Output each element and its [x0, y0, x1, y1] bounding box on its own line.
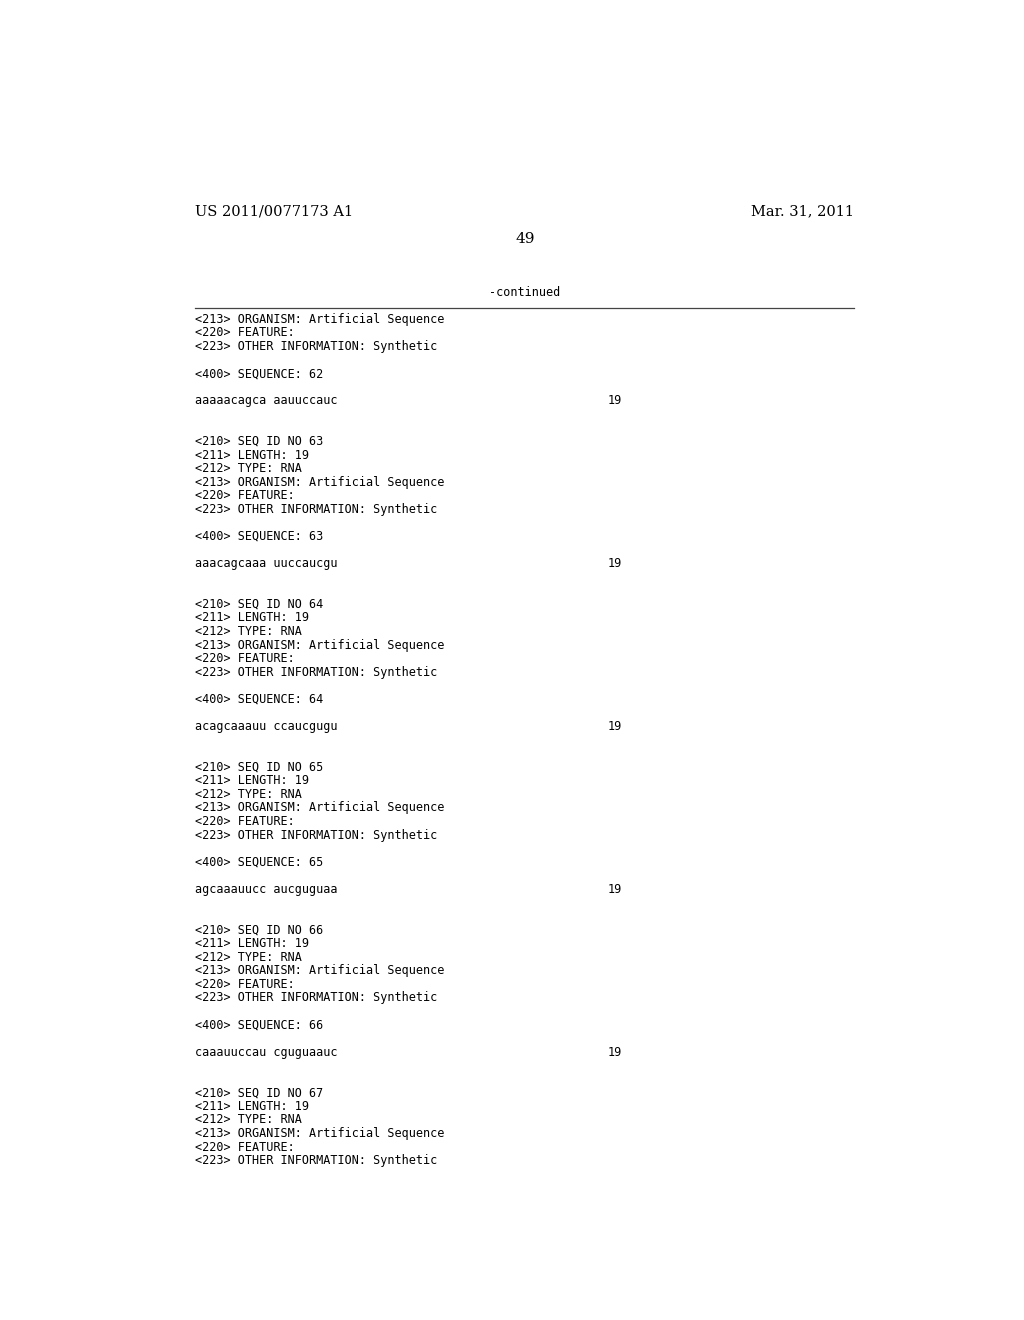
Text: 19: 19	[608, 395, 623, 408]
Text: <211> LENGTH: 19: <211> LENGTH: 19	[196, 611, 309, 624]
Text: <211> LENGTH: 19: <211> LENGTH: 19	[196, 449, 309, 462]
Text: <223> OTHER INFORMATION: Synthetic: <223> OTHER INFORMATION: Synthetic	[196, 341, 437, 352]
Text: <212> TYPE: RNA: <212> TYPE: RNA	[196, 624, 302, 638]
Text: <400> SEQUENCE: 64: <400> SEQUENCE: 64	[196, 693, 324, 706]
Text: <223> OTHER INFORMATION: Synthetic: <223> OTHER INFORMATION: Synthetic	[196, 1154, 437, 1167]
Text: <210> SEQ ID NO 67: <210> SEQ ID NO 67	[196, 1086, 324, 1100]
Text: 19: 19	[608, 883, 623, 896]
Text: <213> ORGANISM: Artificial Sequence: <213> ORGANISM: Artificial Sequence	[196, 1127, 444, 1140]
Text: <220> FEATURE:: <220> FEATURE:	[196, 814, 295, 828]
Text: aaaaacagca aauuccauc: aaaaacagca aauuccauc	[196, 395, 338, 408]
Text: <223> OTHER INFORMATION: Synthetic: <223> OTHER INFORMATION: Synthetic	[196, 503, 437, 516]
Text: <213> ORGANISM: Artificial Sequence: <213> ORGANISM: Artificial Sequence	[196, 964, 444, 977]
Text: <212> TYPE: RNA: <212> TYPE: RNA	[196, 950, 302, 964]
Text: <220> FEATURE:: <220> FEATURE:	[196, 326, 295, 339]
Text: aaacagcaaa uuccaucgu: aaacagcaaa uuccaucgu	[196, 557, 338, 570]
Text: 19: 19	[608, 1045, 623, 1059]
Text: <220> FEATURE:: <220> FEATURE:	[196, 490, 295, 503]
Text: <213> ORGANISM: Artificial Sequence: <213> ORGANISM: Artificial Sequence	[196, 639, 444, 652]
Text: <210> SEQ ID NO 65: <210> SEQ ID NO 65	[196, 760, 324, 774]
Text: 19: 19	[608, 557, 623, 570]
Text: <220> FEATURE:: <220> FEATURE:	[196, 978, 295, 991]
Text: acagcaaauu ccaucgugu: acagcaaauu ccaucgugu	[196, 719, 338, 733]
Text: 49: 49	[515, 231, 535, 246]
Text: agcaaauucc aucguguaa: agcaaauucc aucguguaa	[196, 883, 338, 896]
Text: <212> TYPE: RNA: <212> TYPE: RNA	[196, 462, 302, 475]
Text: <400> SEQUENCE: 65: <400> SEQUENCE: 65	[196, 855, 324, 869]
Text: <210> SEQ ID NO 64: <210> SEQ ID NO 64	[196, 598, 324, 611]
Text: <212> TYPE: RNA: <212> TYPE: RNA	[196, 1114, 302, 1126]
Text: <213> ORGANISM: Artificial Sequence: <213> ORGANISM: Artificial Sequence	[196, 313, 444, 326]
Text: <223> OTHER INFORMATION: Synthetic: <223> OTHER INFORMATION: Synthetic	[196, 829, 437, 842]
Text: <223> OTHER INFORMATION: Synthetic: <223> OTHER INFORMATION: Synthetic	[196, 991, 437, 1005]
Text: <400> SEQUENCE: 63: <400> SEQUENCE: 63	[196, 531, 324, 543]
Text: <400> SEQUENCE: 66: <400> SEQUENCE: 66	[196, 1019, 324, 1031]
Text: 19: 19	[608, 719, 623, 733]
Text: US 2011/0077173 A1: US 2011/0077173 A1	[196, 205, 353, 218]
Text: <211> LENGTH: 19: <211> LENGTH: 19	[196, 937, 309, 950]
Text: <213> ORGANISM: Artificial Sequence: <213> ORGANISM: Artificial Sequence	[196, 475, 444, 488]
Text: caaauuccau cguguaauc: caaauuccau cguguaauc	[196, 1045, 338, 1059]
Text: Mar. 31, 2011: Mar. 31, 2011	[752, 205, 854, 218]
Text: <220> FEATURE:: <220> FEATURE:	[196, 1140, 295, 1154]
Text: <211> LENGTH: 19: <211> LENGTH: 19	[196, 1100, 309, 1113]
Text: <220> FEATURE:: <220> FEATURE:	[196, 652, 295, 665]
Text: <400> SEQUENCE: 62: <400> SEQUENCE: 62	[196, 367, 324, 380]
Text: <223> OTHER INFORMATION: Synthetic: <223> OTHER INFORMATION: Synthetic	[196, 665, 437, 678]
Text: <210> SEQ ID NO 63: <210> SEQ ID NO 63	[196, 436, 324, 447]
Text: <210> SEQ ID NO 66: <210> SEQ ID NO 66	[196, 924, 324, 936]
Text: <213> ORGANISM: Artificial Sequence: <213> ORGANISM: Artificial Sequence	[196, 801, 444, 814]
Text: -continued: -continued	[489, 286, 560, 300]
Text: <211> LENGTH: 19: <211> LENGTH: 19	[196, 775, 309, 787]
Text: <212> TYPE: RNA: <212> TYPE: RNA	[196, 788, 302, 801]
